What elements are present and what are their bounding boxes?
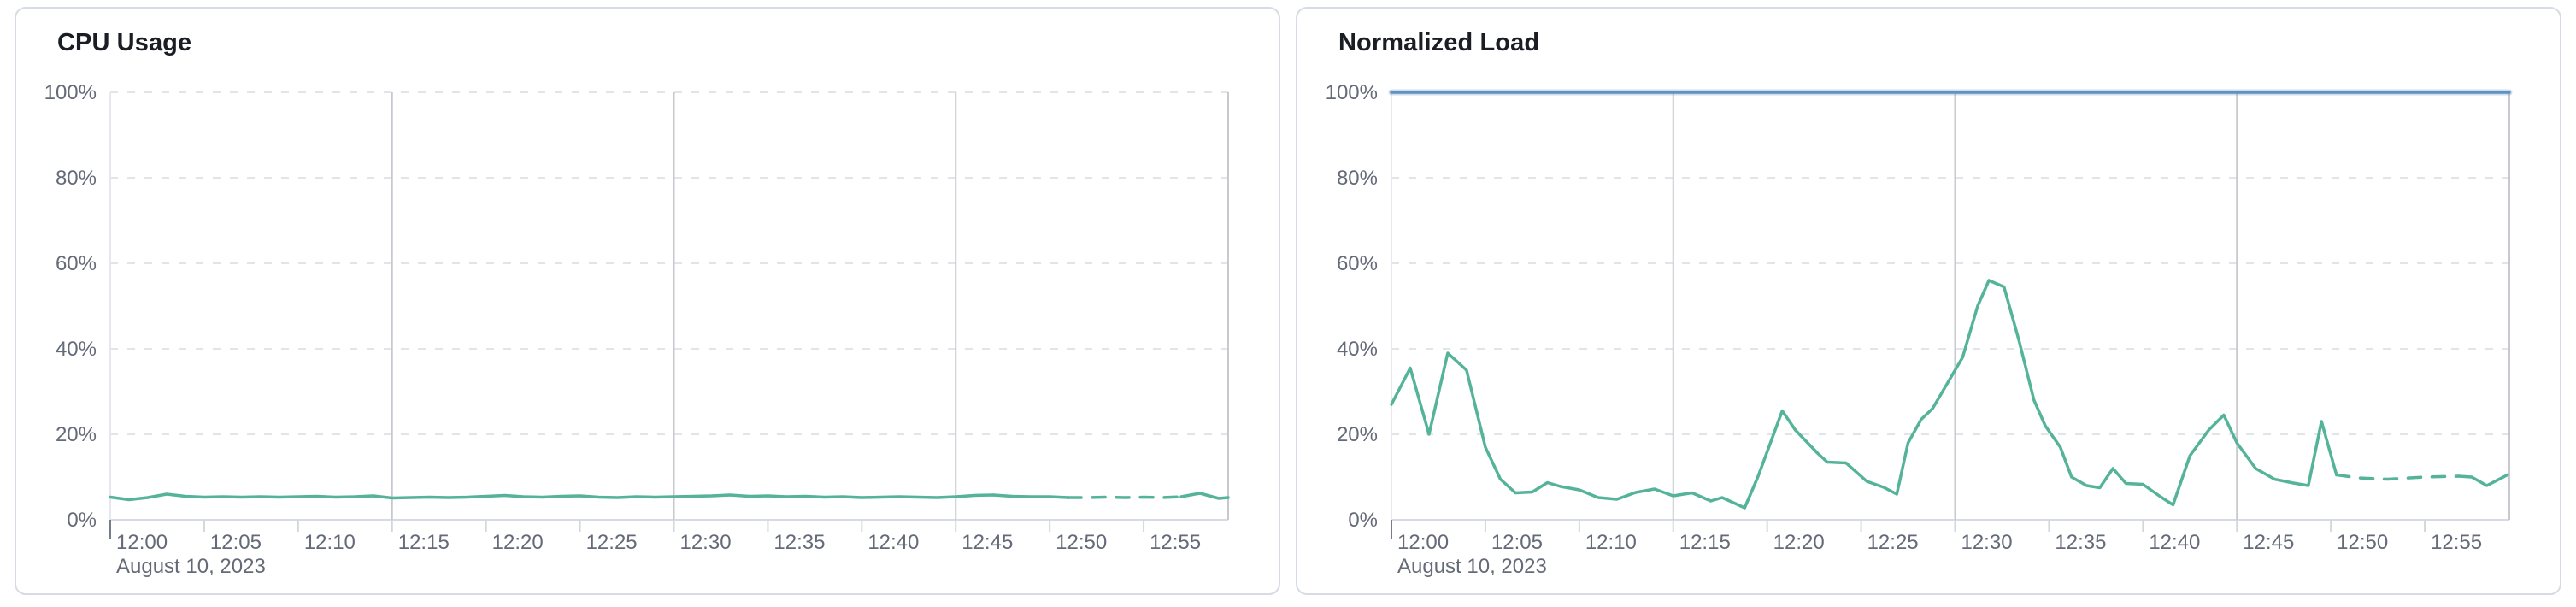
y-axis-tick-label: 80% <box>56 167 97 190</box>
cpu-usage-chart[interactable]: 0% 20% 40% 60% 80% 100% 12:00 12:05 12:10 12:15 12… <box>16 68 1279 593</box>
y-axis-tick-label: 0% <box>1348 509 1378 532</box>
x-axis-tick-label: 12:15 <box>1679 531 1731 554</box>
x-axis-date-label: August 10, 2023 <box>116 555 266 578</box>
x-axis-tick-label: 12:35 <box>2055 531 2106 554</box>
x-axis-tick-label: 12:25 <box>1867 531 1919 554</box>
y-axis-tick-label: 100% <box>1326 81 1378 104</box>
y-axis-tick-label: 0% <box>67 509 97 532</box>
x-axis-tick-label: 12:05 <box>1491 531 1543 554</box>
cpu-usage-line-tail <box>1179 492 1230 500</box>
x-axis-date-label: August 10, 2023 <box>1397 555 1547 578</box>
panel-cpu-usage: CPU Usage 0% 20% 40% 60% 80% 100% 12:00 12:05 12… <box>15 7 1280 595</box>
normalized-load-line-dashed <box>2335 473 2461 481</box>
x-axis-tick-label: 12:00 <box>1397 531 1449 554</box>
panel-title-normalized-load: Normalized Load <box>1338 29 1540 56</box>
x-axis-tick-label: 12:00 <box>116 531 168 554</box>
cpu-usage-line-dashed <box>1067 495 1183 499</box>
y-axis-tick-label: 100% <box>44 81 97 104</box>
x-axis-tick-label: 12:30 <box>679 531 731 554</box>
y-axis-tick-label: 20% <box>56 423 97 446</box>
x-axis-tick-label: 12:25 <box>586 531 638 554</box>
x-axis-tick-label: 12:20 <box>1773 531 1825 554</box>
x-axis-tick-label: 12:50 <box>1056 531 1107 554</box>
x-axis-tick-label: 12:45 <box>962 531 1013 554</box>
x-axis-tick-label: 12:50 <box>2337 531 2388 554</box>
x-axis-tick-label: 12:40 <box>2149 531 2200 554</box>
x-axis-tick-label: 12:05 <box>210 531 262 554</box>
y-axis-tick-label: 40% <box>56 338 97 361</box>
x-axis-tick-label: 12:15 <box>398 531 450 554</box>
x-axis-tick-label: 12:40 <box>867 531 919 554</box>
normalized-load-chart[interactable]: 0% 20% 40% 60% 80% 100% 12:00 12:05 12:10 12:15 12… <box>1297 68 2560 593</box>
x-axis-tick-label: 12:35 <box>773 531 825 554</box>
normalized-load-line-tail <box>2456 473 2509 487</box>
y-axis-tick-label: 60% <box>56 252 97 275</box>
x-axis-tick-label: 12:30 <box>1961 531 2012 554</box>
x-axis-tick-label: 12:20 <box>492 531 544 554</box>
cpu-usage-line <box>109 492 1070 502</box>
y-axis-tick-label: 60% <box>1337 252 1378 275</box>
y-axis-tick-label: 40% <box>1337 338 1378 361</box>
x-axis-tick-label: 12:55 <box>1150 531 1201 554</box>
panel-title-cpu-usage: CPU Usage <box>57 29 192 56</box>
panel-normalized-load: Normalized Load 0% 20% 40% 60% 80% 100% 12:00 1… <box>1296 7 2561 595</box>
x-axis-tick-label: 12:10 <box>1585 531 1637 554</box>
y-axis-tick-label: 20% <box>1337 423 1378 446</box>
y-axis-tick-label: 80% <box>1337 167 1378 190</box>
normalized-load-line <box>1390 279 2338 510</box>
x-axis-tick-label: 12:10 <box>304 531 356 554</box>
x-axis-tick-label: 12:45 <box>2243 531 2294 554</box>
x-axis-tick-label: 12:55 <box>2431 531 2482 554</box>
